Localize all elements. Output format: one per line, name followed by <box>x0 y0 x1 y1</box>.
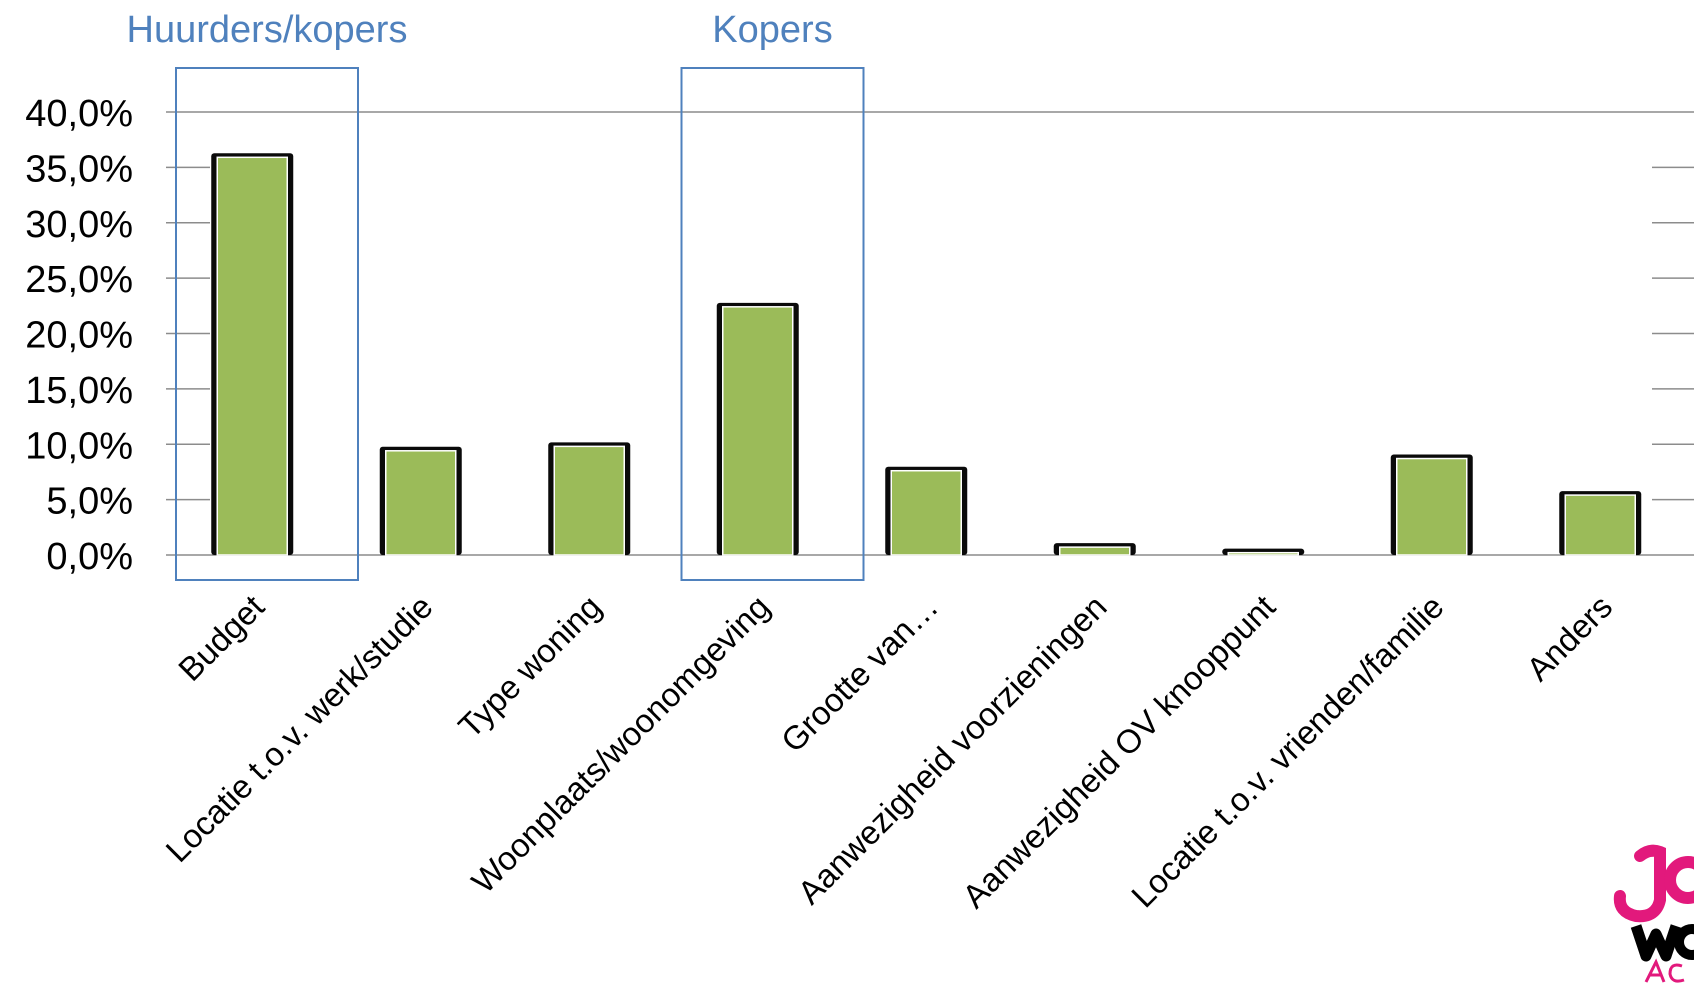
bar <box>553 445 625 556</box>
x-tick-label: Grootte van… <box>774 588 945 759</box>
y-tick-label: 35,0% <box>25 148 133 190</box>
bar <box>890 469 962 556</box>
x-tick-label: Locatie t.o.v. werk/studie <box>158 588 439 869</box>
highlight-label: Kopers <box>712 9 832 51</box>
highlight-boxes: Huurders/kopers Kopers <box>127 9 865 581</box>
bar <box>216 156 288 556</box>
bar <box>1396 457 1468 556</box>
y-tick-label: 15,0% <box>25 370 133 412</box>
bar <box>722 306 794 556</box>
logo-script <box>1644 958 1685 983</box>
x-tick-label: Budget <box>171 588 271 688</box>
highlight-label: Huurders/kopers <box>127 9 408 51</box>
x-tick-label: Aanwezigheid voorzieningen <box>790 588 1113 911</box>
y-tick-label: 5,0% <box>46 481 133 523</box>
x-tick-label: Type woning <box>451 588 608 745</box>
bars <box>211 153 1642 556</box>
y-tick-label: 20,0% <box>25 315 133 357</box>
bar <box>1059 546 1131 556</box>
bar <box>1227 551 1299 556</box>
logo-mark-o <box>1664 856 1694 904</box>
x-tick-label: Aanwezigheid OV knooppunt <box>955 588 1282 915</box>
y-tick-label: 0,0% <box>46 536 133 578</box>
highlight-box <box>175 67 359 581</box>
brand-logo <box>1613 844 1694 983</box>
x-tick-label: Woonplaats/woonomgeving <box>464 588 776 900</box>
y-tick-label: 10,0% <box>25 425 133 467</box>
y-tick-label: 40,0% <box>25 93 133 135</box>
y-axis-ticks: 0,0% 5,0% 10,0% 15,0% 20,0% 25,0% 30,0% 35,0% 40… <box>25 93 133 578</box>
x-tick-label: Anders <box>1519 588 1619 688</box>
x-tick-label: Locatie t.o.v. vrienden/familie <box>1124 588 1451 915</box>
logo-mark-o2 <box>1674 924 1694 960</box>
y-tick-label: 30,0% <box>25 204 133 246</box>
y-tick-label: 25,0% <box>25 259 133 301</box>
bar <box>1564 494 1636 556</box>
logo-mark-j <box>1613 844 1666 923</box>
logo-mark-w <box>1630 924 1682 962</box>
bar <box>385 450 457 556</box>
highlight-box <box>680 67 865 581</box>
